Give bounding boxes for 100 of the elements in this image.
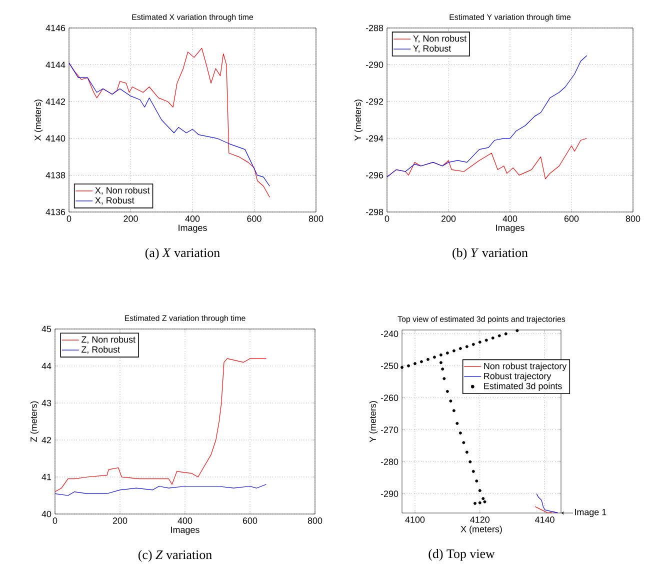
x-axis-title: Images xyxy=(178,224,207,233)
point xyxy=(465,450,468,454)
point xyxy=(406,364,410,368)
point xyxy=(484,338,488,342)
y-tick-label: 40 xyxy=(42,510,52,518)
y-axis-title: X (meters) xyxy=(34,100,43,141)
point xyxy=(504,332,508,336)
y-axis-title: Y (meters) xyxy=(369,401,378,442)
x-tick-label: 800 xyxy=(308,216,324,222)
x-tick-label: 0 xyxy=(384,216,390,222)
x-tick-label: 4100 xyxy=(405,516,425,523)
point xyxy=(472,342,475,346)
text: (b) Y variation xyxy=(452,248,528,260)
point xyxy=(432,356,436,359)
line-series xyxy=(68,48,270,198)
legend-label: X, Robust xyxy=(95,196,134,205)
point xyxy=(441,368,444,371)
x-tick-label: 4140 xyxy=(535,516,554,523)
y-tick-label: -292 xyxy=(366,98,384,105)
y-tick-label: -298 xyxy=(366,208,384,216)
legend-label: Robust trajectory xyxy=(484,372,552,381)
text: (d) Top view xyxy=(428,549,495,561)
point xyxy=(478,340,482,344)
point xyxy=(446,390,449,393)
point xyxy=(400,366,404,369)
line-series xyxy=(54,358,267,492)
y-tick-label: 43 xyxy=(42,400,52,406)
y-tick-label: -240 xyxy=(380,330,398,338)
point xyxy=(465,345,468,348)
point xyxy=(478,489,482,492)
text: (a) X variation xyxy=(145,248,220,260)
legend-label: X, Non robust xyxy=(95,186,150,195)
point xyxy=(439,353,442,356)
y-tick-label: 44 xyxy=(42,362,52,370)
line-series xyxy=(386,55,588,178)
y-axis-title: Z (meters) xyxy=(30,401,39,442)
point xyxy=(439,361,442,364)
legend-label: Y, Robust xyxy=(413,45,452,53)
y-tick-label: -250 xyxy=(380,362,398,370)
y-tick-label: -270 xyxy=(380,426,398,433)
legend-label: Z, Robust xyxy=(81,346,120,354)
y-axis-title: Y (meters) xyxy=(354,100,363,141)
point xyxy=(413,362,416,366)
y-tick-label: 4144 xyxy=(46,62,66,68)
point xyxy=(420,360,423,364)
y-tick-label: 41 xyxy=(42,474,52,480)
x-tick-label: 4120 xyxy=(470,516,490,523)
legend-label: Estimated 3d points xyxy=(484,382,562,391)
x-tick-label: 200 xyxy=(124,216,138,222)
line-series xyxy=(534,506,558,514)
point xyxy=(458,432,462,435)
text: (c) Z variation xyxy=(138,550,212,562)
point xyxy=(475,480,478,483)
x-tick-label: 600 xyxy=(564,216,579,222)
legend-label: Y, Non robust xyxy=(413,35,467,43)
x-axis-title: X (meters) xyxy=(460,526,502,534)
x-tick-label: 0 xyxy=(66,216,72,222)
point xyxy=(456,422,459,425)
y-tick-label: 4140 xyxy=(46,135,66,142)
x-tick-label: 400 xyxy=(185,216,200,222)
point xyxy=(452,349,456,352)
y-tick-label: -290 xyxy=(366,62,384,68)
y-tick-label: -296 xyxy=(366,172,384,178)
point xyxy=(442,377,446,380)
x-tick-label: 200 xyxy=(112,518,128,524)
x-axis-title: Images xyxy=(171,526,200,535)
x-tick-label: 200 xyxy=(441,216,456,222)
y-tick-label: -294 xyxy=(366,135,384,142)
point xyxy=(449,400,452,403)
point xyxy=(482,497,485,500)
y-tick-label: 4138 xyxy=(46,172,66,178)
y-tick-label: 4136 xyxy=(46,208,66,216)
annotation: Image 1 xyxy=(575,508,606,518)
legend-label: Non robust trajectory xyxy=(484,362,567,372)
x-axis-title: Images xyxy=(496,224,524,233)
point xyxy=(516,329,519,332)
y-tick-label: 4146 xyxy=(46,24,66,32)
point xyxy=(468,460,472,464)
point xyxy=(472,470,475,473)
point xyxy=(452,409,456,412)
x-tick-label: 600 xyxy=(247,216,262,222)
x-tick-label: 800 xyxy=(308,518,322,524)
x-tick-label: 400 xyxy=(178,518,192,524)
point xyxy=(426,358,430,361)
point xyxy=(478,501,482,504)
x-tick-label: 600 xyxy=(242,518,258,524)
point xyxy=(446,352,449,355)
legend-label: Z, Non robust xyxy=(81,336,136,344)
point xyxy=(474,502,477,505)
y-tick-label: -260 xyxy=(380,394,398,401)
point xyxy=(498,334,501,338)
y-tick-label: 45 xyxy=(42,326,52,332)
y-tick-label: 42 xyxy=(42,436,52,444)
x-tick-label: 400 xyxy=(502,216,518,222)
y-tick-label: -288 xyxy=(366,24,384,32)
x-tick-label: 0 xyxy=(52,518,58,524)
x-tick-label: 800 xyxy=(626,216,640,222)
point xyxy=(483,500,486,504)
y-tick-label: 4142 xyxy=(46,98,66,105)
y-tick-label: -280 xyxy=(380,458,398,465)
